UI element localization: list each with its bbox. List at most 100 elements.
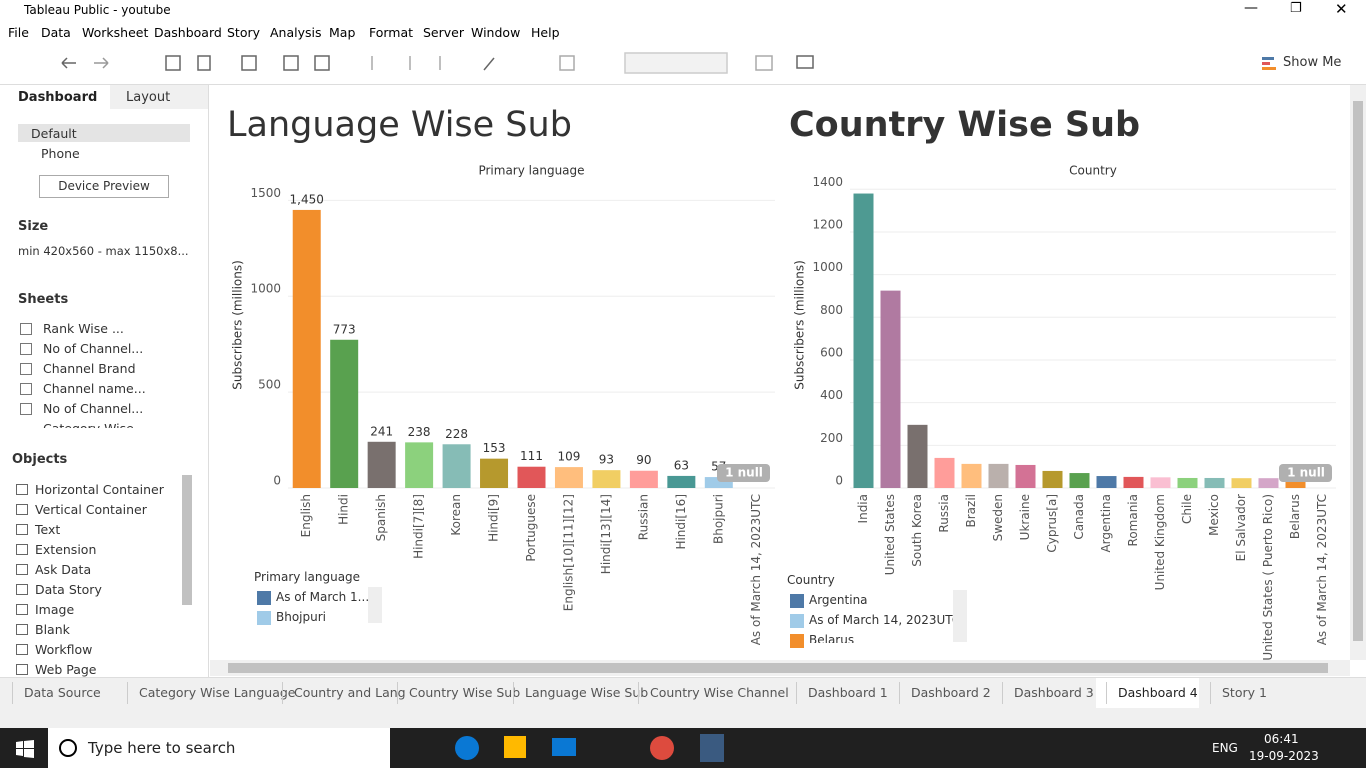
object-icon bbox=[16, 544, 28, 555]
legend-item[interactable]: As of March 14, 2023UTC bbox=[809, 613, 961, 627]
legend-item[interactable]: Argentina bbox=[809, 593, 868, 607]
menu-item[interactable]: Data bbox=[41, 25, 71, 40]
menu-item[interactable]: Window bbox=[471, 25, 521, 40]
device-preview-button[interactable]: Device Preview bbox=[39, 175, 169, 198]
close[interactable]: ✕ bbox=[1335, 0, 1348, 18]
restore[interactable]: ❐ bbox=[1290, 1, 1302, 16]
tab-separator bbox=[1106, 682, 1107, 704]
x-tick-label: Ukraine bbox=[1018, 494, 1032, 540]
show-me[interactable]: Show Me bbox=[1283, 55, 1342, 70]
tableau-icon[interactable] bbox=[700, 734, 724, 762]
store-icon[interactable] bbox=[504, 736, 526, 758]
object-icon bbox=[16, 524, 28, 535]
sidebar-tab[interactable]: Dashboard bbox=[18, 90, 98, 105]
search-box[interactable]: Type here to search bbox=[48, 728, 390, 768]
mail-icon[interactable] bbox=[552, 738, 576, 756]
sheet-tab[interactable]: Country Wise Channel bbox=[650, 685, 789, 700]
x-tick-label: Chile bbox=[1180, 494, 1194, 524]
sheet-tab[interactable]: Dashboard 4 bbox=[1118, 685, 1198, 700]
object-item[interactable]: Text bbox=[35, 522, 61, 537]
chart-title: Country Wise Sub bbox=[789, 105, 1140, 145]
tab-separator bbox=[513, 682, 514, 704]
x-tick-label: Hindi[16] bbox=[674, 494, 688, 550]
legend-swatch bbox=[257, 611, 271, 625]
bar bbox=[1150, 477, 1171, 488]
object-item[interactable]: Ask Data bbox=[35, 562, 92, 577]
sidebar-tab[interactable]: Layout bbox=[126, 90, 171, 105]
section-title: Size bbox=[18, 219, 49, 234]
legend-item[interactable]: As of March 1... bbox=[276, 590, 370, 604]
x-tick-label: Sweden bbox=[991, 494, 1005, 541]
object-item[interactable]: Vertical Container bbox=[35, 502, 147, 517]
bar bbox=[1042, 470, 1063, 488]
object-item[interactable]: Horizontal Container bbox=[35, 482, 164, 497]
legend-item[interactable]: Belarus bbox=[809, 633, 855, 643]
sheet-item[interactable]: Channel Brand bbox=[43, 361, 136, 376]
x-tick-label: United States ( Puerto Rico) bbox=[1261, 494, 1275, 660]
sheet-item[interactable]: Rank Wise ... bbox=[43, 321, 124, 336]
object-item[interactable]: Blank bbox=[35, 622, 70, 637]
menu-item[interactable]: Map bbox=[329, 25, 356, 40]
start-button[interactable] bbox=[16, 740, 34, 758]
x-tick-label: English[10][11][12] bbox=[561, 494, 575, 611]
sheet-tab[interactable]: Dashboard 1 bbox=[808, 685, 888, 700]
menu-item[interactable]: Analysis bbox=[270, 25, 322, 40]
chart-title: Language Wise Sub bbox=[227, 105, 572, 145]
language[interactable]: ENG bbox=[1212, 741, 1238, 755]
y-tick-label: 1000 bbox=[250, 282, 281, 296]
sheet-tab[interactable]: Country Wise Sub bbox=[409, 685, 521, 700]
legend-item[interactable]: Bhojpuri bbox=[276, 610, 327, 624]
bar bbox=[988, 463, 1009, 488]
device-option[interactable]: Default bbox=[31, 126, 77, 141]
bar bbox=[1096, 476, 1117, 488]
object-item[interactable]: Image bbox=[35, 602, 75, 617]
sheet-tab[interactable]: Data Source bbox=[24, 685, 101, 700]
sheet-tab[interactable]: Dashboard 3 bbox=[1014, 685, 1094, 700]
y-tick-label: 1400 bbox=[812, 175, 843, 189]
x-tick-label: Argentina bbox=[1099, 494, 1113, 553]
chrome-icon[interactable] bbox=[650, 736, 674, 760]
menu-item[interactable]: Worksheet bbox=[82, 25, 149, 40]
object-item[interactable]: Data Story bbox=[35, 582, 102, 597]
sheet-tab[interactable]: Country and Lang bbox=[294, 685, 406, 700]
object-item[interactable]: Extension bbox=[35, 542, 97, 557]
menu-item[interactable]: Server bbox=[423, 25, 464, 40]
device-option[interactable]: Phone bbox=[41, 146, 80, 161]
menu-item[interactable]: Story bbox=[227, 25, 261, 40]
sheet-tab[interactable]: Story 1 bbox=[1222, 685, 1267, 700]
sheet-tab[interactable]: Language Wise Sub bbox=[525, 685, 649, 700]
sheet-tab[interactable]: Category Wise Language bbox=[139, 685, 296, 700]
h-scrollbar[interactable] bbox=[210, 660, 1350, 676]
sheet-item[interactable]: Category Wise bbox=[43, 421, 134, 428]
bar bbox=[880, 290, 901, 488]
sheet-item[interactable]: Channel name... bbox=[43, 381, 146, 396]
section-title: Sheets bbox=[18, 292, 69, 307]
y-tick-label: 1000 bbox=[812, 260, 843, 274]
legend-scroll[interactable] bbox=[953, 590, 967, 642]
sidebar-scroll[interactable] bbox=[182, 475, 192, 605]
clock-time[interactable]: 06:41 bbox=[1264, 732, 1299, 746]
scroll-thumb[interactable] bbox=[228, 663, 1328, 673]
menu-item[interactable]: Format bbox=[369, 25, 414, 40]
bar bbox=[1231, 478, 1252, 488]
size-dropdown[interactable]: min 420x560 - max 1150x8... bbox=[18, 244, 189, 258]
v-scrollbar[interactable] bbox=[1350, 85, 1366, 660]
sheet-item[interactable]: No of Channel... bbox=[43, 341, 144, 356]
object-item[interactable]: Workflow bbox=[35, 642, 93, 657]
x-tick-label: Russia bbox=[937, 494, 951, 533]
sheet-item[interactable]: No of Channel... bbox=[43, 401, 144, 416]
menu-item[interactable]: File bbox=[8, 25, 29, 40]
minimize[interactable]: — bbox=[1244, 0, 1258, 16]
null-indicator: 1 null bbox=[725, 466, 763, 480]
scroll-thumb[interactable] bbox=[1353, 101, 1363, 641]
sheet-tab[interactable]: Dashboard 2 bbox=[911, 685, 991, 700]
object-item[interactable]: Web Page bbox=[35, 662, 97, 677]
clock-date[interactable]: 19-09-2023 bbox=[1249, 749, 1319, 763]
legend-scroll[interactable] bbox=[368, 587, 382, 623]
object-icon bbox=[16, 504, 28, 515]
menu-item[interactable]: Dashboard bbox=[154, 25, 222, 40]
bar bbox=[1015, 464, 1036, 488]
menu-item[interactable]: Help bbox=[531, 25, 560, 40]
edge-icon[interactable] bbox=[455, 736, 479, 760]
bar bbox=[1285, 479, 1306, 488]
